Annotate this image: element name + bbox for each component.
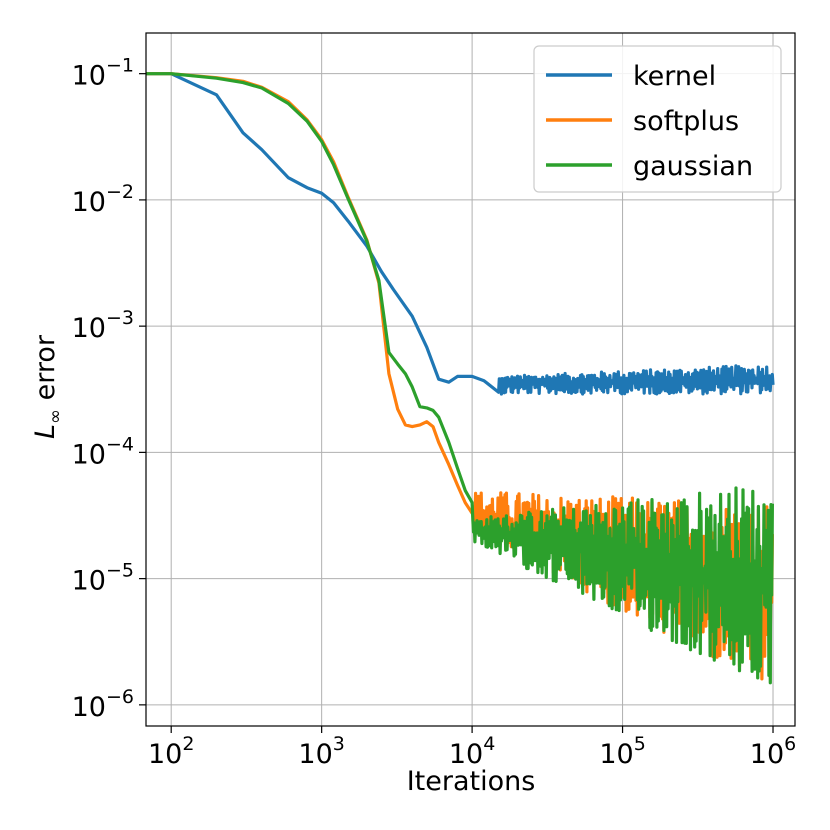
y-tick-label: 10−6 xyxy=(72,686,134,723)
legend-box xyxy=(533,45,782,193)
y-tick-label: 10−4 xyxy=(72,433,134,470)
series-line-gaussian xyxy=(146,72,774,685)
x-tick-labels: 102 103 104 105 106 xyxy=(148,726,796,770)
x-tick-label: 104 xyxy=(449,733,495,770)
x-axis-label: Iterations xyxy=(407,766,536,797)
axes-frame xyxy=(145,32,796,727)
y-axis-label-sub: ∞ xyxy=(45,409,66,424)
legend-item-softplus: softplus xyxy=(546,106,739,137)
plot-area xyxy=(145,32,796,727)
x-tick-label: 102 xyxy=(148,733,194,770)
y-axis-label-rest: error xyxy=(30,334,61,409)
y-axis-label-main: L xyxy=(30,424,61,439)
y-tick-label: 10−5 xyxy=(72,560,134,597)
x-tick-label: 105 xyxy=(599,733,645,770)
legend-label: kernel xyxy=(633,61,716,92)
y-tick-label: 10−2 xyxy=(72,181,134,218)
y-tick-label: 10−1 xyxy=(72,55,134,92)
legend-item-kernel: kernel xyxy=(546,61,716,92)
svg-text:L∞ error: L∞ error xyxy=(30,334,66,439)
y-axis-label: L∞ error xyxy=(30,334,66,439)
legend-label: softplus xyxy=(633,106,739,137)
series-line-kernel xyxy=(146,72,775,396)
series-group xyxy=(146,72,775,685)
legend-label: gaussian xyxy=(633,151,753,182)
y-tick-label: 10−3 xyxy=(72,307,134,344)
x-tick-label: 103 xyxy=(298,733,344,770)
x-tick-label: 106 xyxy=(750,733,796,770)
legend-item-gaussian: gaussian xyxy=(546,151,753,182)
legend: kernel softplus gaussian xyxy=(533,45,782,193)
y-tick-labels: 10−1 10−2 10−3 10−4 10−5 10−6 xyxy=(72,55,146,723)
